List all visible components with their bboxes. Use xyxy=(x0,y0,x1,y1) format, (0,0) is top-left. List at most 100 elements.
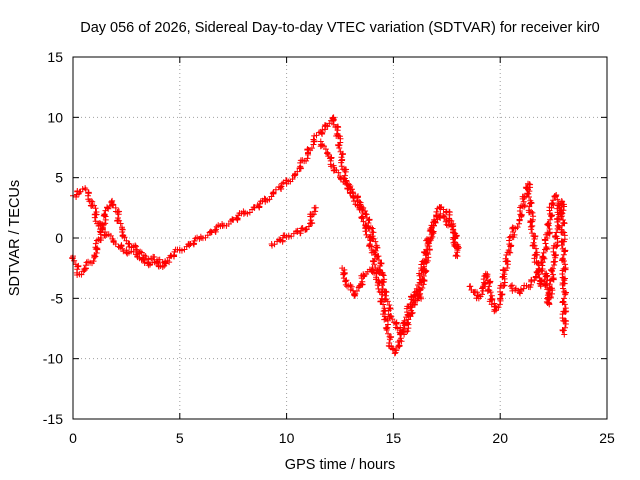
data-point xyxy=(454,253,461,260)
data-point xyxy=(381,289,394,321)
data-point xyxy=(399,313,413,338)
data-point xyxy=(443,208,457,227)
data-point xyxy=(347,286,358,299)
data-point xyxy=(95,222,106,233)
y-tick-label: -15 xyxy=(43,411,63,427)
data-point xyxy=(516,202,529,223)
data-point xyxy=(87,198,103,227)
data-point xyxy=(466,283,479,296)
data-point xyxy=(334,132,346,161)
data-point xyxy=(557,198,569,282)
data-point xyxy=(410,270,425,308)
data-point xyxy=(75,185,89,197)
data-point xyxy=(155,258,170,271)
data-point xyxy=(516,286,525,296)
y-tick-label: 15 xyxy=(47,49,63,65)
data-point xyxy=(531,273,540,284)
data-point xyxy=(349,189,362,204)
series-trace-c xyxy=(268,204,319,249)
data-point xyxy=(112,241,127,255)
y-axis-label: SDTVAR / TECUs xyxy=(7,180,23,296)
data-point xyxy=(509,216,523,235)
x-tick-label: 10 xyxy=(279,430,295,446)
data-point xyxy=(391,339,403,357)
x-tick-label: 5 xyxy=(176,430,184,446)
data-point xyxy=(101,228,117,246)
y-tick-label: -5 xyxy=(51,290,64,306)
data-point xyxy=(343,180,355,193)
data-point xyxy=(82,186,95,205)
data-point xyxy=(500,249,514,278)
data-point xyxy=(311,204,318,211)
series-trace-e xyxy=(339,265,387,299)
data-point xyxy=(381,313,395,350)
data-point xyxy=(539,236,551,266)
data-point xyxy=(543,204,555,241)
data-point xyxy=(272,179,287,193)
data-point xyxy=(112,204,126,233)
data-point xyxy=(362,210,376,232)
data-point xyxy=(342,277,355,290)
data-point xyxy=(282,170,299,187)
data-point xyxy=(368,247,382,283)
series-trace-f xyxy=(466,180,570,338)
data-point xyxy=(379,271,386,278)
data-point xyxy=(437,210,448,222)
data-point xyxy=(134,253,148,266)
data-point xyxy=(321,121,331,133)
data-point xyxy=(423,218,439,248)
y-tick-label: 10 xyxy=(47,109,63,125)
data-point xyxy=(561,331,568,338)
data-point xyxy=(304,132,318,157)
data-point xyxy=(368,228,381,260)
data-point xyxy=(324,150,335,170)
data-point xyxy=(436,204,449,216)
data-point xyxy=(497,273,508,302)
data-point xyxy=(317,138,332,158)
series-trace-a xyxy=(69,114,461,357)
data-point xyxy=(375,267,387,279)
data-point xyxy=(551,192,563,218)
data-point xyxy=(388,343,397,353)
series-trace-g xyxy=(507,192,564,297)
series-trace-d xyxy=(317,138,462,338)
tick-layer: 0 5 10 15 20 25 15 10 5 0 -5 -10 -15 xyxy=(43,49,615,446)
data-point xyxy=(369,265,380,277)
data-point xyxy=(134,247,147,259)
y-tick-label: -10 xyxy=(43,351,63,367)
data-point xyxy=(108,198,117,209)
data-point xyxy=(545,258,559,308)
x-tick-label: 20 xyxy=(492,430,508,446)
chart-title: Day 056 of 2026, Sidereal Day-to-day VTE… xyxy=(80,20,600,36)
data-point xyxy=(454,247,461,254)
data-point xyxy=(187,234,203,248)
data-point xyxy=(294,224,306,237)
data-point xyxy=(400,303,414,327)
y-tick-label: 0 xyxy=(55,230,63,246)
data-point xyxy=(329,114,342,140)
y-tick-label: 5 xyxy=(55,170,63,186)
data-points xyxy=(69,114,570,357)
data-point xyxy=(505,231,518,254)
data-point xyxy=(374,277,389,318)
data-point xyxy=(360,271,370,280)
x-tick-label: 0 xyxy=(69,430,77,446)
data-point xyxy=(559,277,570,334)
data-point xyxy=(387,312,400,331)
data-point xyxy=(418,240,432,278)
data-point xyxy=(527,222,541,266)
data-point xyxy=(482,270,496,305)
data-point xyxy=(524,180,537,226)
data-point xyxy=(251,197,266,211)
data-point xyxy=(394,324,405,338)
data-point xyxy=(197,228,215,242)
data-point xyxy=(307,204,319,227)
x-tick-label: 15 xyxy=(386,430,402,446)
data-point xyxy=(166,259,173,266)
x-axis-label: GPS time / hours xyxy=(285,457,395,473)
grid-layer xyxy=(73,57,607,419)
x-tick-label: 25 xyxy=(599,430,615,446)
data-point xyxy=(448,222,462,251)
data-point xyxy=(313,126,326,139)
